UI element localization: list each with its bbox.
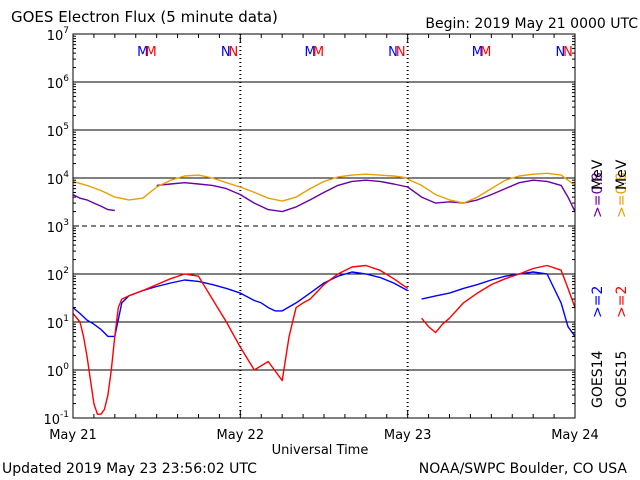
legend-satellite: GOES14 bbox=[590, 350, 606, 408]
series-line bbox=[407, 179, 576, 212]
mn-marker: N bbox=[221, 45, 231, 60]
mn-marker: N bbox=[563, 45, 573, 60]
legend-energy: >=2 bbox=[590, 286, 606, 318]
mn-marker: N bbox=[555, 45, 565, 60]
mn-marker: M bbox=[313, 45, 324, 60]
y-tick-label: 100 bbox=[47, 362, 70, 380]
begin-time: Begin: 2019 May 21 0000 UTC bbox=[425, 16, 638, 32]
series-line bbox=[156, 179, 408, 213]
x-tick-label: May 23 bbox=[384, 428, 432, 443]
y-tick-exponent: 1 bbox=[63, 314, 69, 324]
y-tick-exponent: 7 bbox=[63, 26, 69, 36]
grid-lines bbox=[73, 81, 575, 371]
series-line bbox=[72, 173, 408, 202]
mn-marker: N bbox=[388, 45, 398, 60]
mn-marker: N bbox=[396, 45, 406, 60]
y-tick-exponent: 6 bbox=[63, 74, 69, 84]
y-tick-label: 105 bbox=[47, 122, 69, 140]
y-tick-label: 103 bbox=[47, 218, 69, 236]
x-axis-label: Universal Time bbox=[271, 443, 369, 458]
mn-marker: M bbox=[480, 45, 491, 60]
legend-unit: MeV bbox=[590, 159, 606, 190]
y-tick-exponent: 2 bbox=[63, 266, 69, 276]
chart-title: GOES Electron Flux (5 minute data) bbox=[11, 8, 278, 26]
y-tick-exponent: 5 bbox=[63, 122, 69, 132]
x-tick-label: May 22 bbox=[217, 428, 265, 443]
series-line bbox=[407, 172, 576, 204]
series-line bbox=[421, 264, 576, 334]
mn-marker: N bbox=[228, 45, 238, 60]
y-tick-label: 106 bbox=[47, 74, 70, 92]
legend-energy: >=0.8 bbox=[614, 172, 630, 218]
day-boundary-marks bbox=[239, 34, 409, 418]
mn-marker: M bbox=[472, 45, 483, 60]
mn-markers: MM NN MM NN MM NN bbox=[137, 45, 573, 60]
legend-energy: >=0.8 bbox=[590, 172, 606, 218]
y-tick-exponent: -1 bbox=[60, 410, 69, 420]
updated-timestamp: Updated 2019 May 23 23:56:02 UTC bbox=[2, 461, 257, 477]
legend-satellite: GOES15 bbox=[614, 351, 630, 408]
y-tick-label: 10-1 bbox=[43, 410, 69, 428]
series-line bbox=[72, 271, 409, 338]
x-axis-ticks: May 21 May 22 May 23 May 24 bbox=[49, 34, 599, 443]
credit: NOAA/SWPC Boulder, CO USA bbox=[418, 461, 627, 477]
series-line bbox=[421, 271, 576, 337]
series-line bbox=[72, 264, 409, 415]
mn-marker: M bbox=[137, 45, 148, 60]
x-tick-label: May 21 bbox=[49, 428, 97, 443]
data-series bbox=[72, 172, 576, 415]
legend-energy: >=2 bbox=[614, 286, 630, 318]
x-tick-label: May 24 bbox=[551, 428, 599, 443]
y-tick-exponent: 0 bbox=[63, 362, 69, 372]
y-tick-exponent: 3 bbox=[63, 218, 69, 228]
y-tick-label: 101 bbox=[47, 314, 69, 332]
y-tick-label: 104 bbox=[47, 170, 70, 188]
legend-unit: MeV bbox=[614, 159, 630, 190]
mn-marker: M bbox=[145, 45, 156, 60]
mn-marker: M bbox=[304, 45, 315, 60]
y-tick-label: 102 bbox=[47, 266, 69, 284]
series-line bbox=[72, 193, 115, 212]
y-tick-label: 107 bbox=[47, 26, 69, 44]
y-tick-exponent: 4 bbox=[63, 170, 69, 180]
